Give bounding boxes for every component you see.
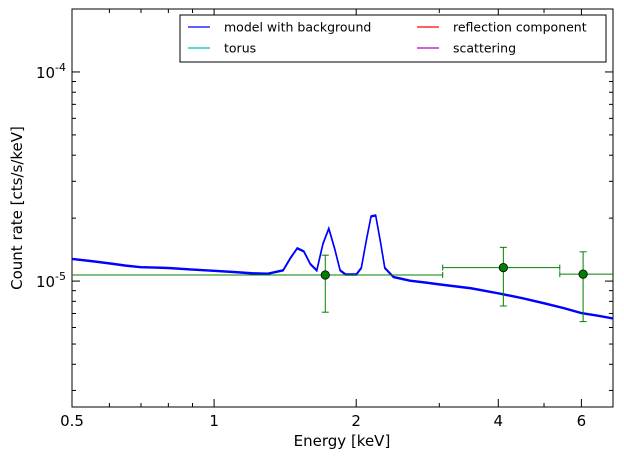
data-point	[498, 263, 508, 273]
x-tick-label: 1	[209, 412, 219, 430]
y-axis-label: Count rate [cts/s/keV]	[8, 126, 26, 290]
x-axis-label: Energy [keV]	[294, 432, 391, 450]
y-tick-label: 10-4	[36, 61, 66, 82]
x-tick-label: 4	[494, 412, 504, 430]
minor-ticks	[72, 8, 614, 407]
legend-box	[179, 14, 607, 63]
legend-label: reflection component	[453, 20, 587, 35]
x-tick-label: 0.5	[60, 412, 84, 430]
y-tick-base: 10	[36, 273, 55, 291]
x-tick-label: 6	[577, 412, 587, 430]
data-point	[578, 269, 588, 279]
y-tick-base: 10	[36, 64, 55, 82]
major-ticks	[71, 9, 613, 407]
data-point	[320, 270, 330, 280]
x-tick-label: 2	[351, 412, 361, 430]
legend: model with background torus reflection com…	[179, 14, 607, 63]
legend-label: torus	[224, 41, 256, 56]
y-tick-label: 10-5	[36, 270, 66, 291]
model-line	[71, 214, 614, 320]
model-line-upper	[71, 214, 614, 319]
y-tick-exponent: -5	[55, 270, 66, 283]
series-layer	[71, 214, 614, 323]
legend-label: model with background	[224, 20, 371, 35]
legend-label: scattering	[453, 41, 516, 56]
plot-area	[71, 8, 614, 408]
y-tick-exponent: -4	[55, 61, 66, 74]
tick-labels: 0.5 1 2 4 610-510-4	[36, 61, 586, 430]
